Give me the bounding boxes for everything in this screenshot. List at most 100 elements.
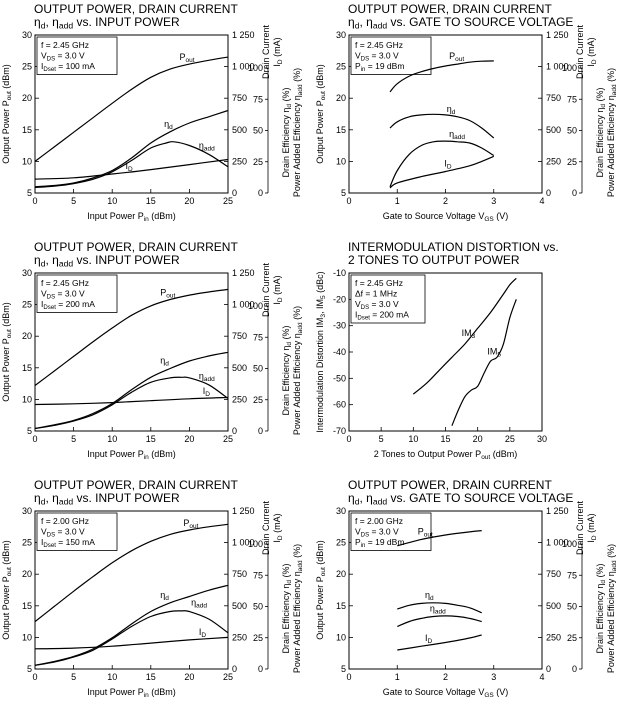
y-tick-label: 20 [22, 93, 32, 103]
y-axis-label: Output Power Pout​ (dBm) [315, 64, 327, 164]
y3-tick-label: 100 [248, 63, 263, 73]
y3-tick-label: 50 [567, 126, 577, 136]
series-line-id [389, 155, 495, 189]
x-tick-label: 0 [32, 672, 37, 682]
y-tick-label: 5 [341, 664, 346, 674]
x-tick-label: 0 [32, 196, 37, 206]
plot-frame [34, 510, 229, 670]
y3-tick-label: 100 [248, 539, 263, 549]
series-label-im3: IM3​ [462, 328, 476, 340]
y-tick-label: 15 [22, 363, 32, 373]
y3-tick-label: 25 [253, 395, 263, 405]
plot-frame [34, 272, 229, 432]
y-tick-label: 15 [336, 601, 346, 611]
x-axis-label: Input Power Pin​ (dBm) [87, 687, 176, 699]
x-tick-label: 5 [71, 196, 76, 206]
x-tick-label: 15 [146, 672, 156, 682]
y-tick-label: 15 [22, 601, 32, 611]
x-tick-label: 20 [184, 672, 194, 682]
series-label-im5: IM5​ [487, 347, 501, 359]
x-tick-label: 10 [107, 434, 117, 444]
y3-tick-label: 25 [253, 157, 263, 167]
y-tick-label: 30 [336, 506, 346, 516]
y2-tick-label: 0 [546, 188, 551, 198]
y2-tick-label: 1 250 [232, 30, 255, 40]
y-tick-label: 5 [27, 188, 32, 198]
y2-tick-label: 750 [232, 93, 247, 103]
series-line-d [389, 113, 495, 139]
series-line-add [34, 376, 229, 430]
y2-tick-label: 250 [232, 632, 247, 642]
chart-title-line-0: OUTPUT POWER, DRAIN CURRENT [34, 2, 238, 16]
y2-tick-label: 250 [232, 156, 247, 166]
y3-tick-label: 50 [253, 602, 263, 612]
y3-tick-label: 0 [258, 426, 263, 436]
y-tick-label: 30 [22, 506, 32, 516]
x-axis-label: Input Power Pin​ (dBm) [87, 211, 176, 223]
series-line-pout [389, 60, 494, 93]
condition-line-1: VDS​ = 3.0 V [41, 527, 85, 539]
y2-tick-label: 250 [546, 156, 561, 166]
series-label-pout: Pout​ [418, 526, 433, 538]
y3-tick-label: 75 [253, 94, 263, 104]
chart-title-line-0: OUTPUT POWER, DRAIN CURRENT [34, 240, 238, 254]
condition-line-1: Δf = 1 MHz [355, 289, 397, 299]
y-tick-label: -70 [333, 426, 346, 436]
condition-line-1: VDS​ = 3.0 V [41, 289, 85, 301]
y3-axis-label-line-0: Drain Efficiency ηd​ (%) [595, 88, 607, 178]
series-line-d [397, 602, 482, 614]
y-tick-label: -50 [333, 373, 346, 383]
y-tick-label: 25 [22, 62, 32, 72]
y-axis-label: Output Power Pout​ (dBm) [1, 302, 13, 402]
series-line-pout [34, 523, 229, 623]
series-label-id: ID​ [203, 386, 211, 398]
y3-axis-label-line-1: Power Added Efficiency ηadd​ (%) [292, 306, 304, 435]
x-tick-label: 10 [107, 672, 117, 682]
x-tick-label: 20 [184, 434, 194, 444]
chart-title-line-0: INTERMODULATION DISTORTION vs. [348, 240, 559, 254]
y-tick-label: 30 [22, 268, 32, 278]
series-line-d [34, 584, 229, 666]
y3-tick-label: 75 [567, 570, 577, 580]
x-tick-label: 15 [146, 196, 156, 206]
chart-intermodulation-distortion: INTERMODULATION DISTORTION vs. 2 TONES TO… [314, 238, 627, 476]
y-tick-label: 10 [22, 632, 32, 642]
series-label-add: ηadd​ [449, 129, 465, 141]
series-label-d: ηd​ [425, 590, 434, 602]
series-label-id: ID​ [425, 633, 433, 645]
series-line-id [34, 396, 229, 406]
y2-axis-label-line-1: ID​ (mA) [586, 37, 598, 66]
x-tick-label: 1 [395, 672, 400, 682]
y3-axis-label-line-1: Power Added Efficiency ηadd​ (%) [606, 68, 618, 197]
y2-tick-label: 1 250 [546, 30, 569, 40]
y3-tick-label: 25 [253, 633, 263, 643]
series-label-id: ID​ [444, 159, 452, 171]
series-label-add: ηadd​ [199, 140, 215, 152]
series-label-pout: Pout​ [183, 518, 198, 530]
condition-line-0: f = 2.45 GHz [355, 278, 403, 288]
y3-axis-label-line-0: Drain Efficiency ηd​ (%) [281, 88, 293, 178]
series-line-add [389, 140, 495, 188]
condition-line-0: f = 2.45 GHz [41, 40, 89, 50]
y-axis-label: Output Power Pout​ (dBm) [315, 540, 327, 640]
x-tick-label: 2 [443, 672, 448, 682]
condition-line-1: VDS​ = 3.0 V [355, 51, 399, 63]
condition-line-0: f = 2.45 GHz [355, 40, 403, 50]
conditions-box [36, 36, 118, 75]
y-tick-label: 10 [336, 156, 346, 166]
y-tick-label: 5 [341, 188, 346, 198]
conditions-box [36, 512, 118, 551]
x-tick-label: 5 [379, 434, 384, 444]
y-tick-label: 10 [22, 394, 32, 404]
y3-tick-label: 0 [258, 664, 263, 674]
conditions-box [350, 36, 432, 75]
y3-axis-label-line-0: Drain Efficiency ηd​ (%) [281, 326, 293, 416]
chart-svg-3: INTERMODULATION DISTORTION vs.2 TONES TO… [315, 240, 559, 461]
x-tick-label: 3 [491, 672, 496, 682]
x-tick-label: 20 [473, 434, 483, 444]
y-tick-label: 30 [22, 30, 32, 40]
